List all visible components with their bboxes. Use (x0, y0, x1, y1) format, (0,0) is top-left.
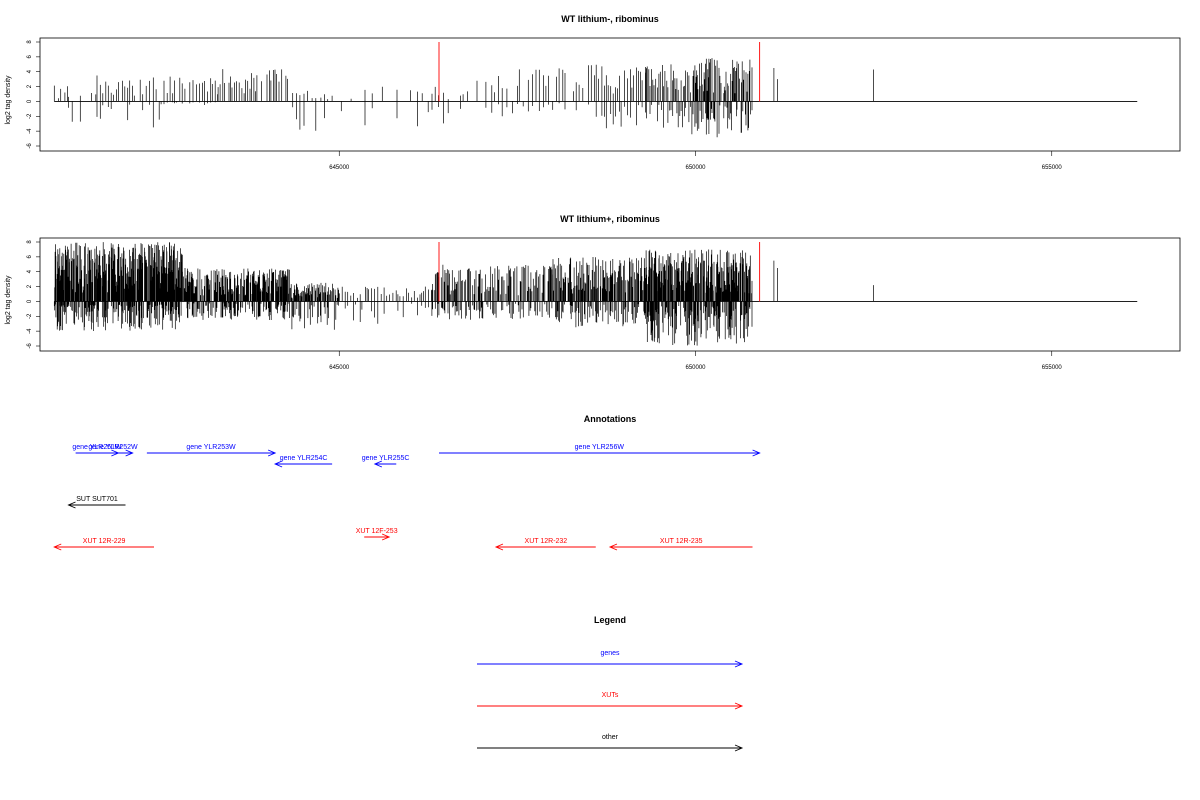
feature-label: XUT 12R-232 (525, 538, 568, 545)
signal-bar-series (53, 242, 874, 346)
y-tick-label: 2 (27, 284, 33, 288)
feature-arrow-xut (608, 543, 753, 551)
x-tick-label: 650000 (685, 365, 706, 371)
y-tick-label: 4 (27, 269, 33, 273)
y-tick-label: 8 (27, 240, 33, 244)
feature-label: gene YLR251W (72, 444, 122, 451)
y-tick-label: 6 (27, 55, 33, 59)
legend-arrow-gene (477, 660, 744, 668)
track-panel-1: WT lithium-, ribominus log2 tag density … (5, 14, 1181, 171)
y-tick-label: -4 (27, 328, 33, 334)
feature-label: XUT 12F-253 (356, 528, 398, 535)
signal-bar-series (53, 58, 874, 138)
y-tick-label: 6 (27, 255, 33, 259)
y-tick-label: -6 (27, 143, 33, 149)
feature-arrow-gene (439, 449, 761, 457)
legend-label: genes (600, 650, 620, 657)
track-2-x-axis: 645000 650000 655000 (329, 351, 1062, 371)
track-1-frame (39, 37, 1181, 152)
track-2-signal-bars (53, 242, 1138, 346)
feature-arrow-xut (53, 543, 154, 551)
feature-label: XUT 12R-229 (83, 538, 126, 545)
y-tick-label: 4 (27, 69, 33, 73)
legend-title: Legend (594, 615, 626, 625)
legend-panel: Legend genes XUTs other (477, 615, 744, 752)
y-tick-label: 0 (27, 299, 33, 303)
x-tick-label: 655000 (1042, 165, 1063, 171)
track-1-markers (438, 42, 761, 102)
feature-arrow-other (67, 501, 126, 509)
legend-items: genes XUTs other (477, 650, 744, 752)
legend-label: XUTs (602, 692, 619, 699)
y-tick-label: 2 (27, 84, 33, 88)
feature-label: XUT 12R-235 (660, 538, 703, 545)
track-1-x-axis: 645000 650000 655000 (329, 151, 1062, 171)
feature-arrow-gene (146, 449, 277, 457)
track-1-signal-bars (53, 58, 1138, 138)
y-tick-label: -4 (27, 128, 33, 134)
feature-arrow-xut (364, 533, 391, 541)
y-tick-label: 0 (27, 99, 33, 103)
feature-label: gene YLR256W (575, 444, 625, 451)
track-2-markers (438, 242, 761, 302)
feature-label: gene YLR254C (280, 455, 328, 462)
track-2-y-axis: -6 -4 -2 0 2 4 6 8 (27, 240, 40, 349)
track-2-y-label: log2 tag density (5, 275, 12, 325)
feature-arrow-gene (93, 449, 134, 457)
track-2-title: WT lithium+, ribominus (560, 214, 660, 224)
legend-arrow-xut (477, 702, 744, 710)
feature-label: gene YLR252W (88, 444, 138, 451)
x-tick-label: 655000 (1042, 365, 1063, 371)
track-2-frame (39, 237, 1181, 352)
track-panel-2: WT lithium+, ribominus log2 tag density … (5, 214, 1181, 371)
feature-arrow-gene (273, 460, 333, 468)
x-tick-label: 645000 (329, 365, 350, 371)
feature-label: gene YLR253W (186, 444, 236, 451)
y-tick-label: 8 (27, 40, 33, 44)
track-1-y-label: log2 tag density (5, 75, 12, 125)
y-tick-label: -2 (27, 113, 33, 119)
y-tick-label: -6 (27, 343, 33, 349)
x-tick-label: 645000 (329, 165, 350, 171)
feature-arrow-xut (494, 543, 596, 551)
track-1-title: WT lithium-, ribominus (561, 14, 659, 24)
feature-label: gene YLR255C (362, 455, 410, 462)
legend-arrow-other (477, 744, 744, 752)
y-tick-label: -2 (27, 313, 33, 319)
x-tick-label: 650000 (685, 165, 706, 171)
feature-arrow-gene (373, 460, 397, 468)
track-1-y-axis: -6 -4 -2 0 2 4 6 8 (27, 40, 40, 149)
annotations-title: Annotations (584, 414, 637, 424)
legend-label: other (602, 734, 619, 741)
feature-label: SUT SUT701 (76, 496, 118, 503)
